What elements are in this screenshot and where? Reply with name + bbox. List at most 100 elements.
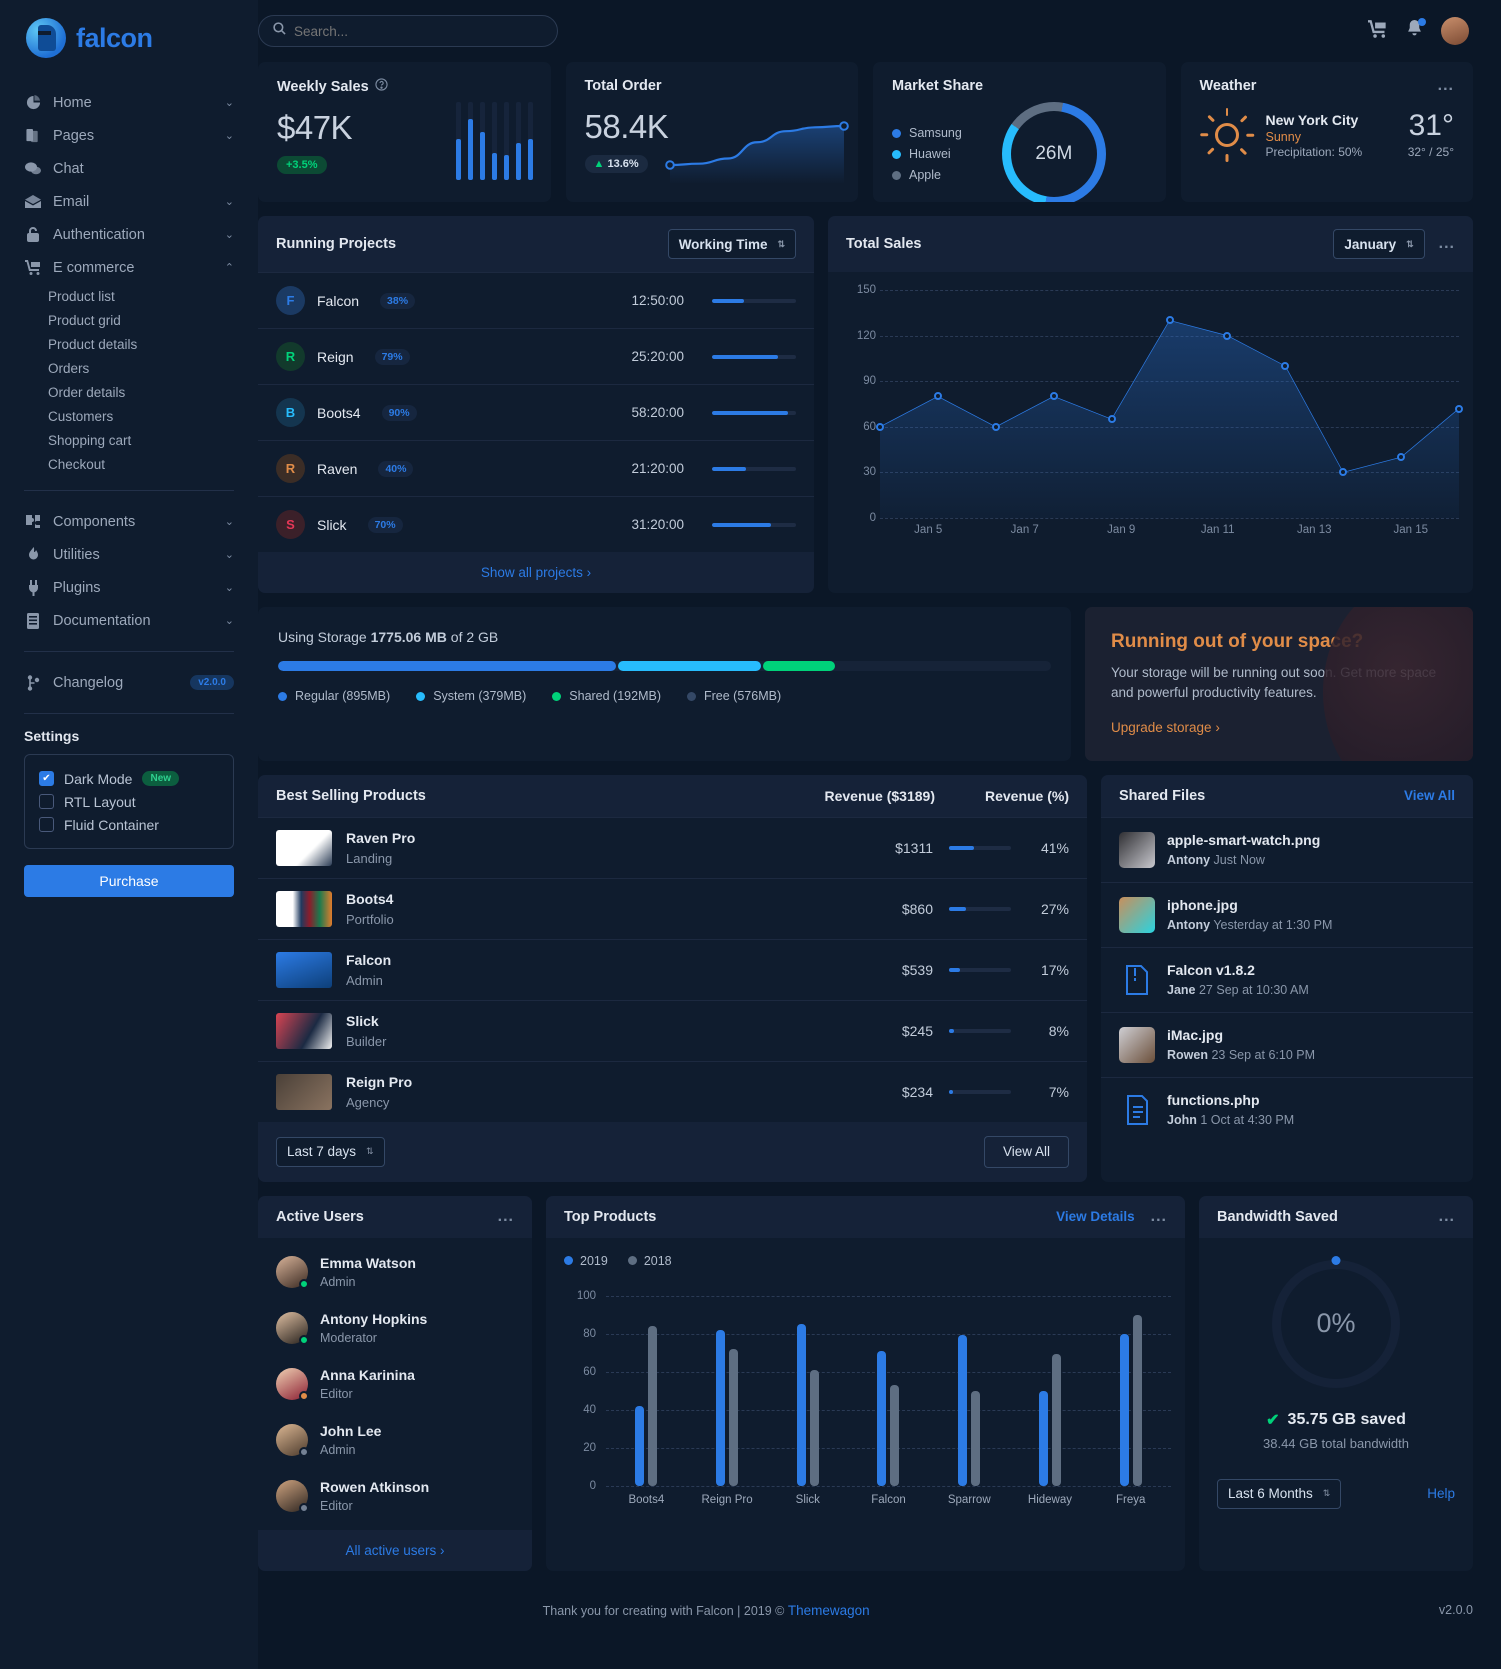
bar-2018[interactable] — [1132, 1314, 1142, 1486]
bar-2018[interactable] — [971, 1390, 981, 1486]
active-users-menu-icon[interactable]: ... — [497, 1207, 514, 1225]
sidebar-item-email[interactable]: Email ⌄ — [24, 185, 234, 218]
product-row[interactable]: Boots4 Portfolio $860 27% — [258, 877, 1087, 939]
data-point[interactable] — [1107, 415, 1116, 424]
view-all-button[interactable]: View All — [983, 1135, 1069, 1168]
bar-2019[interactable] — [958, 1335, 968, 1486]
legend-item-2018[interactable]: 2018 — [627, 1254, 672, 1268]
data-point[interactable] — [991, 422, 1000, 431]
bell-icon[interactable] — [1406, 17, 1426, 43]
bandwidth-menu-icon[interactable]: ... — [1438, 1207, 1455, 1225]
user-row[interactable]: Emma Watson Admin — [258, 1244, 532, 1300]
view-details-link[interactable]: View Details — [1056, 1209, 1135, 1224]
search-input[interactable] — [294, 23, 543, 39]
sidebar-subitem-order-details[interactable]: Order details — [48, 384, 126, 400]
checkbox-checked-icon[interactable]: ✔ — [39, 771, 54, 786]
legend-item-samsung[interactable]: Samsung — [892, 123, 962, 144]
file-row[interactable]: apple-smart-watch.png Antony Just Now — [1101, 816, 1473, 882]
search-box[interactable] — [258, 15, 558, 47]
cart-icon[interactable] — [1368, 19, 1388, 43]
project-row[interactable]: R Reign 79% 25:20:00 — [258, 328, 814, 384]
sidebar-item-chat[interactable]: Chat — [24, 152, 234, 185]
bar-2019[interactable] — [1119, 1333, 1129, 1486]
purchase-button[interactable]: Purchase — [24, 865, 234, 897]
sidebar-item-components[interactable]: Components ⌄ — [24, 505, 234, 538]
bandwidth-range-select[interactable]: Last 6 Months ⇅ — [1217, 1478, 1342, 1509]
bar-2018[interactable] — [809, 1369, 819, 1486]
setting-fluid-container[interactable]: Fluid Container — [39, 813, 219, 836]
month-select[interactable]: January ⇅ — [1333, 229, 1425, 259]
file-row[interactable]: Falcon v1.8.2 Jane 27 Sep at 10:30 AM — [1101, 946, 1473, 1012]
bar-2019[interactable] — [877, 1350, 887, 1486]
user-row[interactable]: Antony Hopkins Moderator — [258, 1300, 532, 1356]
data-point[interactable] — [1455, 404, 1463, 413]
file-row[interactable]: iMac.jpg Rowen 23 Sep at 6:10 PM — [1101, 1011, 1473, 1077]
sidebar-subitem-customers[interactable]: Customers — [48, 408, 114, 424]
sidebar-item-authentication[interactable]: Authentication ⌄ — [24, 218, 234, 251]
sidebar-item-documentation[interactable]: Documentation ⌄ — [24, 604, 234, 637]
all-active-users-link[interactable]: All active users › — [258, 1529, 532, 1571]
sidebar-subitem-product-grid[interactable]: Product grid — [48, 312, 121, 328]
footer-link[interactable]: Themewagon — [787, 1602, 870, 1618]
bar-2018[interactable] — [648, 1325, 658, 1486]
bar-2018[interactable] — [729, 1348, 739, 1486]
data-point[interactable] — [1223, 331, 1232, 340]
working-time-select[interactable]: Working Time ⇅ — [667, 229, 796, 259]
info-icon[interactable] — [375, 78, 388, 95]
date-range-select[interactable]: Last 7 days ⇅ — [276, 1136, 385, 1167]
product-row[interactable]: Reign Pro Agency $234 7% — [258, 1060, 1087, 1122]
sidebar-item-home[interactable]: Home ⌄ — [24, 86, 234, 119]
data-point[interactable] — [876, 422, 884, 431]
weather-menu-icon[interactable]: ... — [1437, 77, 1454, 94]
project-row[interactable]: B Boots4 90% 58:20:00 — [258, 384, 814, 440]
sidebar-subitem-product-list[interactable]: Product list — [48, 288, 115, 304]
product-row[interactable]: Slick Builder $245 8% — [258, 999, 1087, 1061]
project-row[interactable]: R Raven 40% 21:20:00 — [258, 440, 814, 496]
sidebar-subitem-checkout[interactable]: Checkout — [48, 456, 106, 472]
legend-item-huawei[interactable]: Huawei — [892, 144, 962, 165]
bar-2018[interactable] — [890, 1384, 900, 1486]
data-point[interactable] — [1397, 453, 1406, 462]
sidebar-subitem-orders[interactable]: Orders — [48, 360, 90, 376]
bar-2019[interactable] — [796, 1324, 806, 1486]
legend-item-2019[interactable]: 2019 — [564, 1254, 608, 1268]
legend-item-apple[interactable]: Apple — [892, 165, 962, 186]
avatar[interactable] — [1441, 17, 1469, 45]
product-row[interactable]: Raven Pro Landing $1311 41% — [258, 816, 1087, 878]
data-point[interactable] — [1165, 316, 1174, 325]
sidebar-item-plugins[interactable]: Plugins ⌄ — [24, 571, 234, 604]
bar-2019[interactable] — [1038, 1390, 1048, 1486]
show-all-projects-link[interactable]: Show all projects › — [258, 552, 814, 593]
project-row[interactable]: F Falcon 38% 12:50:00 — [258, 272, 814, 328]
checkbox-icon[interactable] — [39, 817, 54, 832]
data-point[interactable] — [1281, 361, 1290, 370]
bar-2019[interactable] — [635, 1405, 645, 1486]
checkbox-icon[interactable] — [39, 794, 54, 809]
brand-logo-block[interactable]: falcon — [24, 0, 234, 86]
data-point[interactable] — [1049, 392, 1058, 401]
help-link[interactable]: Help — [1427, 1486, 1455, 1501]
sidebar-subitem-product-details[interactable]: Product details — [48, 336, 138, 352]
sidebar-item-changelog[interactable]: Changelog v2.0.0 — [24, 666, 234, 699]
product-row[interactable]: Falcon Admin $539 17% — [258, 938, 1087, 1000]
sidebar-item-pages[interactable]: Pages ⌄ — [24, 119, 234, 152]
upgrade-storage-link[interactable]: Upgrade storage › — [1111, 719, 1220, 735]
user-row[interactable]: Anna Karinina Editor — [258, 1356, 532, 1412]
bar-2019[interactable] — [716, 1329, 726, 1486]
file-row[interactable]: iphone.jpg Antony Yesterday at 1:30 PM — [1101, 881, 1473, 947]
file-row[interactable]: functions.php John 1 Oct at 4:30 PM — [1101, 1076, 1473, 1142]
bar-2018[interactable] — [1051, 1354, 1061, 1486]
sidebar-subitem-shopping-cart[interactable]: Shopping cart — [48, 432, 132, 448]
sidebar-item-ecommerce[interactable]: E commerce ⌃ — [24, 251, 234, 284]
setting-dark-mode[interactable]: ✔ Dark Mode New — [39, 767, 219, 790]
sidebar-item-utilities[interactable]: Utilities ⌄ — [24, 538, 234, 571]
data-point[interactable] — [1339, 468, 1348, 477]
setting-rtl-layout[interactable]: RTL Layout — [39, 790, 219, 813]
shared-files-view-all-link[interactable]: View All — [1403, 788, 1455, 803]
data-point[interactable] — [933, 392, 942, 401]
total-sales-menu-icon[interactable]: ... — [1438, 235, 1455, 252]
user-row[interactable]: John Lee Admin — [258, 1412, 532, 1468]
user-row[interactable]: Rowen Atkinson Editor — [258, 1468, 532, 1524]
top-products-menu-icon[interactable]: ... — [1150, 1207, 1167, 1225]
project-row[interactable]: S Slick 70% 31:20:00 — [258, 496, 814, 552]
